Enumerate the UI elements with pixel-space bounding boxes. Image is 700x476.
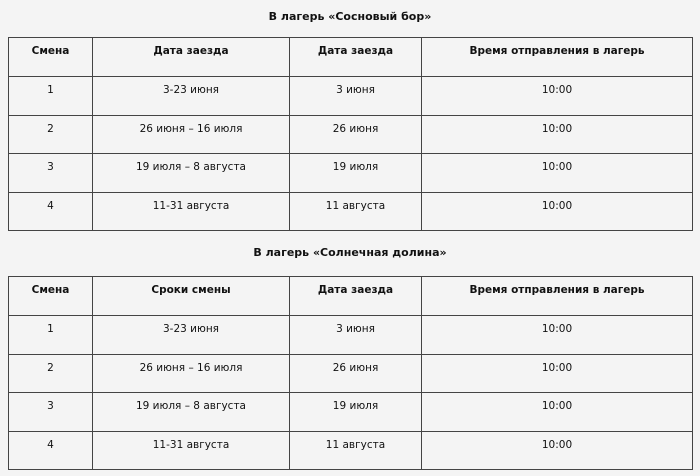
table-cell: 11-31 августа (92, 191, 290, 231)
table-cell: 26 июня (289, 353, 422, 393)
table-row: 3 19 июля – 8 августа 19 июля 10:00 (8, 392, 693, 432)
table-cell: 10:00 (421, 430, 693, 470)
header-row: Смена Сроки смены Дата заезда Время отправл… (8, 276, 693, 316)
table-cell: 26 июня – 16 июля (92, 353, 290, 393)
table-cell: 3-23 июня (92, 76, 290, 116)
table-cell: 10:00 (421, 114, 693, 154)
table-row: 2 26 июня – 16 июля 26 июня 10:00 (8, 114, 693, 154)
column-header: Дата заезда (289, 276, 422, 316)
table-cell: 10:00 (421, 153, 693, 193)
schedule-table-solnechnaya-dolina: Смена Сроки смены Дата заезда Время отправл… (8, 276, 693, 470)
table-cell: 26 июня (289, 114, 422, 154)
table-cell: 19 июля – 8 августа (92, 392, 290, 432)
table-cell: 10:00 (421, 191, 693, 231)
column-header: Время отправления в лагерь (421, 276, 693, 316)
column-header: Смена (8, 37, 93, 77)
table-cell: 4 (8, 191, 93, 231)
schedule-table-sosnovy-bor: Смена Дата заезда Дата заезда Время отправл… (8, 37, 693, 231)
table-title-sosnovy-bor: В лагерь «Сосновый бор» (268, 10, 432, 23)
table-cell: 10:00 (421, 315, 693, 355)
table-row: 1 3-23 июня 3 июня 10:00 (8, 315, 693, 355)
table-cell: 19 июля (289, 392, 422, 432)
table-cell: 11-31 августа (92, 430, 290, 470)
column-header: Дата заезда (92, 37, 290, 77)
column-header: Дата заезда (289, 37, 422, 77)
table-cell: 19 июля – 8 августа (92, 153, 290, 193)
table-cell: 10:00 (421, 353, 693, 393)
table-row: 1 3-23 июня 3 июня 10:00 (8, 76, 693, 116)
table-cell: 3 июня (289, 76, 422, 116)
table-cell: 2 (8, 114, 93, 154)
table-cell: 10:00 (421, 392, 693, 432)
table-cell: 2 (8, 353, 93, 393)
header-row: Смена Дата заезда Дата заезда Время отправл… (8, 37, 693, 77)
table-row: 2 26 июня – 16 июля 26 июня 10:00 (8, 353, 693, 393)
table-cell: 4 (8, 430, 93, 470)
table-cell: 3 (8, 392, 93, 432)
table-cell: 1 (8, 76, 93, 116)
column-header: Сроки смены (92, 276, 290, 316)
column-header: Смена (8, 276, 93, 316)
table-row: 4 11-31 августа 11 августа 10:00 (8, 191, 693, 231)
table-cell: 3 июня (289, 315, 422, 355)
table-cell: 10:00 (421, 76, 693, 116)
table-cell: 26 июня – 16 июля (92, 114, 290, 154)
table-cell: 19 июля (289, 153, 422, 193)
table-title-solnechnaya-dolina: В лагерь «Солнечная долина» (253, 246, 447, 259)
table-row: 4 11-31 августа 11 августа 10:00 (8, 430, 693, 470)
table-cell: 3 (8, 153, 93, 193)
table-cell: 3-23 июня (92, 315, 290, 355)
table-cell: 11 августа (289, 430, 422, 470)
table-row: 3 19 июля – 8 августа 19 июля 10:00 (8, 153, 693, 193)
table-cell: 1 (8, 315, 93, 355)
table-cell: 11 августа (289, 191, 422, 231)
column-header: Время отправления в лагерь (421, 37, 693, 77)
